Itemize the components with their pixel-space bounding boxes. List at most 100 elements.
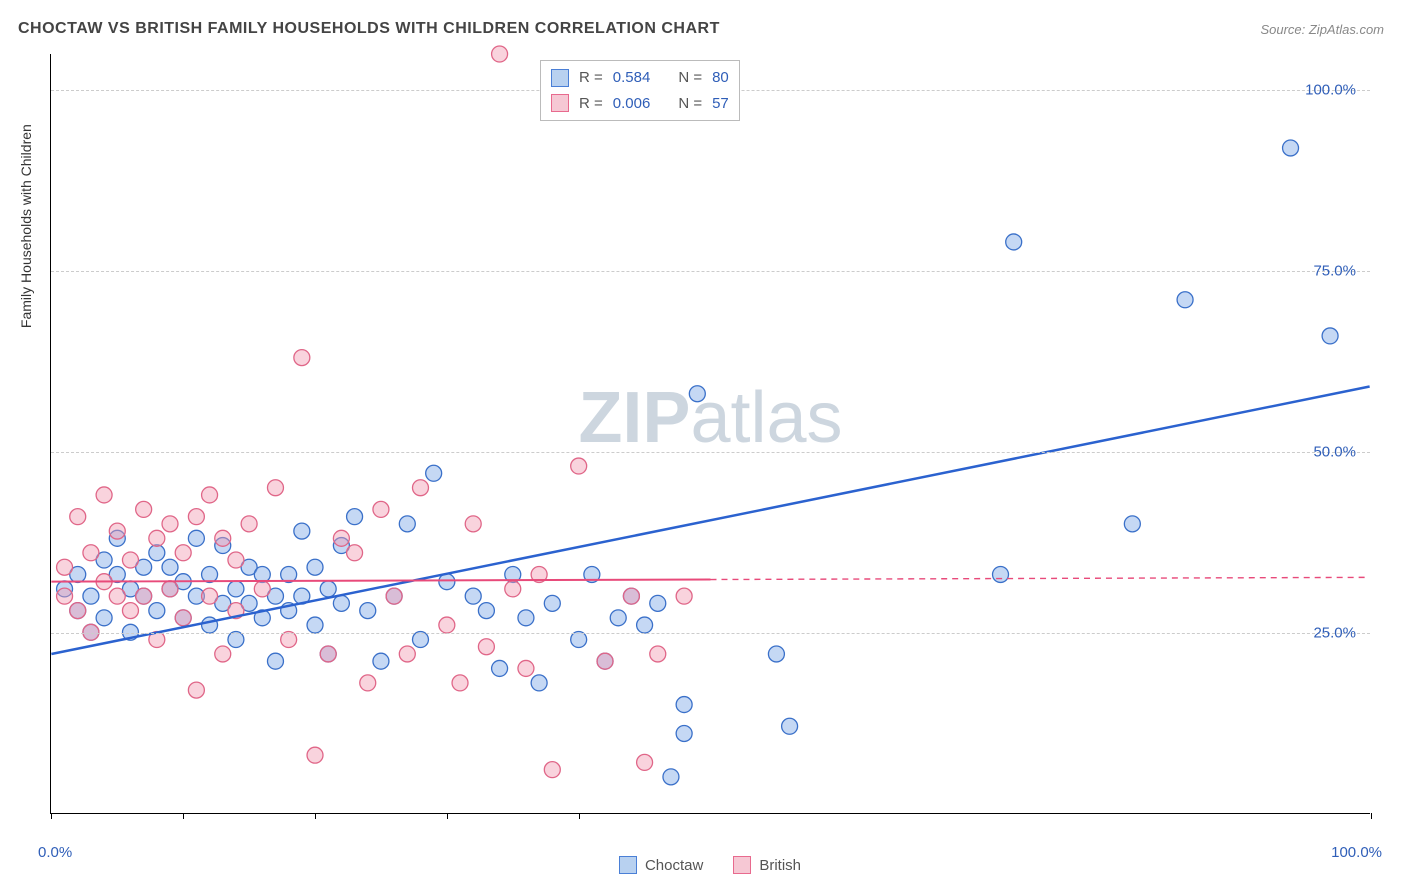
data-point: [676, 588, 692, 604]
data-point: [1177, 292, 1193, 308]
data-point: [465, 516, 481, 532]
y-tick-label: 100.0%: [1305, 82, 1356, 99]
legend-row: R = 0.006 N = 57: [551, 91, 729, 117]
data-point: [782, 718, 798, 734]
data-point: [544, 595, 560, 611]
data-point: [478, 639, 494, 655]
data-point: [307, 747, 323, 763]
x-tick: [51, 813, 52, 819]
data-point: [70, 603, 86, 619]
data-point: [439, 617, 455, 633]
data-point: [676, 725, 692, 741]
x-tick-label: 100.0%: [1331, 844, 1382, 861]
data-point: [623, 588, 639, 604]
data-point: [571, 458, 587, 474]
data-point: [373, 501, 389, 517]
data-point: [188, 682, 204, 698]
data-point: [347, 545, 363, 561]
data-point: [188, 530, 204, 546]
data-point: [399, 516, 415, 532]
data-point: [492, 46, 508, 62]
data-point: [267, 653, 283, 669]
legend-item-choctaw: Choctaw: [619, 856, 703, 874]
data-point: [202, 617, 218, 633]
legend-series: Choctaw British: [50, 856, 1370, 874]
data-point: [333, 530, 349, 546]
data-point: [149, 603, 165, 619]
data-point: [162, 516, 178, 532]
y-tick-label: 25.0%: [1313, 625, 1356, 642]
source-attribution: Source: ZipAtlas.com: [1260, 22, 1384, 37]
data-point: [637, 754, 653, 770]
data-point: [386, 588, 402, 604]
data-point: [1124, 516, 1140, 532]
data-point: [267, 480, 283, 496]
data-point: [175, 545, 191, 561]
data-point: [175, 610, 191, 626]
data-point: [492, 660, 508, 676]
data-point: [136, 588, 152, 604]
x-tick: [1371, 813, 1372, 819]
data-point: [294, 523, 310, 539]
plot-area: ZIPatlas 25.0%50.0%75.0%100.0%: [50, 54, 1370, 814]
data-point: [109, 523, 125, 539]
data-point: [768, 646, 784, 662]
data-point: [518, 660, 534, 676]
data-point: [505, 581, 521, 597]
y-axis-label: Family Households with Children: [18, 124, 34, 328]
data-point: [294, 350, 310, 366]
gridline: [51, 452, 1370, 453]
data-point: [637, 617, 653, 633]
data-point: [993, 566, 1009, 582]
data-point: [241, 516, 257, 532]
data-point: [412, 480, 428, 496]
data-point: [188, 509, 204, 525]
data-point: [70, 509, 86, 525]
data-point: [57, 588, 73, 604]
legend-swatch: [733, 856, 751, 874]
data-point: [202, 566, 218, 582]
data-point: [597, 653, 613, 669]
data-point: [254, 581, 270, 597]
data-point: [465, 588, 481, 604]
data-point: [1283, 140, 1299, 156]
data-point: [215, 530, 231, 546]
data-point: [531, 675, 547, 691]
x-tick: [447, 813, 448, 819]
x-tick: [183, 813, 184, 819]
legend-item-british: British: [733, 856, 801, 874]
data-point: [320, 581, 336, 597]
y-tick-label: 75.0%: [1313, 263, 1356, 280]
data-point: [663, 769, 679, 785]
scatter-svg: [51, 54, 1370, 813]
data-point: [228, 581, 244, 597]
legend-swatch: [619, 856, 637, 874]
data-point: [610, 610, 626, 626]
data-point: [452, 675, 468, 691]
data-point: [373, 653, 389, 669]
data-point: [689, 386, 705, 402]
legend-row: R = 0.584 N = 80: [551, 65, 729, 91]
data-point: [1006, 234, 1022, 250]
data-point: [202, 487, 218, 503]
data-point: [122, 603, 138, 619]
data-point: [320, 646, 336, 662]
data-point: [83, 545, 99, 561]
data-point: [347, 509, 363, 525]
data-point: [307, 617, 323, 633]
correlation-chart: CHOCTAW VS BRITISH FAMILY HOUSEHOLDS WIT…: [0, 0, 1406, 892]
data-point: [650, 595, 666, 611]
data-point: [96, 610, 112, 626]
data-point: [360, 675, 376, 691]
x-tick: [579, 813, 580, 819]
data-point: [333, 595, 349, 611]
data-point: [650, 646, 666, 662]
data-point: [399, 646, 415, 662]
data-point: [149, 530, 165, 546]
data-point: [215, 646, 231, 662]
legend-swatch: [551, 94, 569, 112]
legend-swatch: [551, 69, 569, 87]
data-point: [1322, 328, 1338, 344]
data-point: [544, 762, 560, 778]
data-point: [676, 697, 692, 713]
